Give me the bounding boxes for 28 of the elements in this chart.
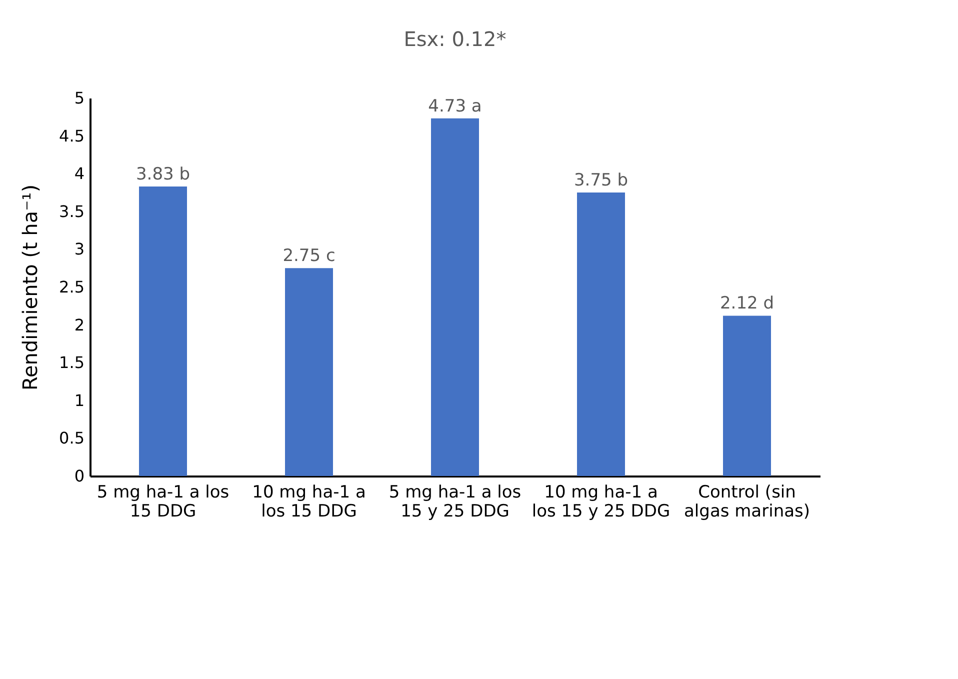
y-axis-title: Rendimiento (t ha⁻¹) [18, 184, 42, 390]
y-tick-label: 1.5 [59, 353, 84, 372]
x-tick-label: 10 mg ha-1 a los 15 y 25 DDG [532, 482, 670, 522]
data-label: 2.12 d [720, 294, 774, 314]
y-tick-label: 2 [74, 315, 84, 334]
y-tick-label: 5 [74, 88, 84, 108]
y-tick-label: 0 [74, 466, 84, 486]
x-tick-label: 5 mg ha-1 a los 15 DDG [96, 482, 230, 522]
data-label: 3.75 b [574, 170, 628, 190]
y-tick-label: 2.5 [59, 278, 84, 296]
bar [431, 118, 479, 476]
x-tick-label: 5 mg ha-1 a los 15 y 25 DDG [388, 482, 522, 522]
bar [139, 186, 187, 476]
y-tick-label: 4 [74, 164, 84, 184]
data-label: 3.83 b [136, 164, 190, 184]
y-tick-label: 4.5 [59, 126, 84, 146]
data-label: 2.75 c [282, 246, 336, 266]
y-tick-label: 3 [74, 240, 84, 259]
bar [285, 268, 333, 476]
x-tick-label: Control (sin algas marinas) [684, 482, 810, 522]
data-label: 4.73 a [428, 96, 482, 116]
bar [577, 192, 625, 476]
y-tick-label: 1 [74, 390, 84, 410]
chart-title: Esx: 0.12* [404, 27, 506, 51]
y-tick-label: 0.5 [59, 428, 84, 448]
y-tick-label: 3.5 [59, 202, 84, 221]
x-tick-label: 10 mg ha-1 a los 15 DDG [252, 482, 366, 522]
bar [723, 316, 771, 476]
